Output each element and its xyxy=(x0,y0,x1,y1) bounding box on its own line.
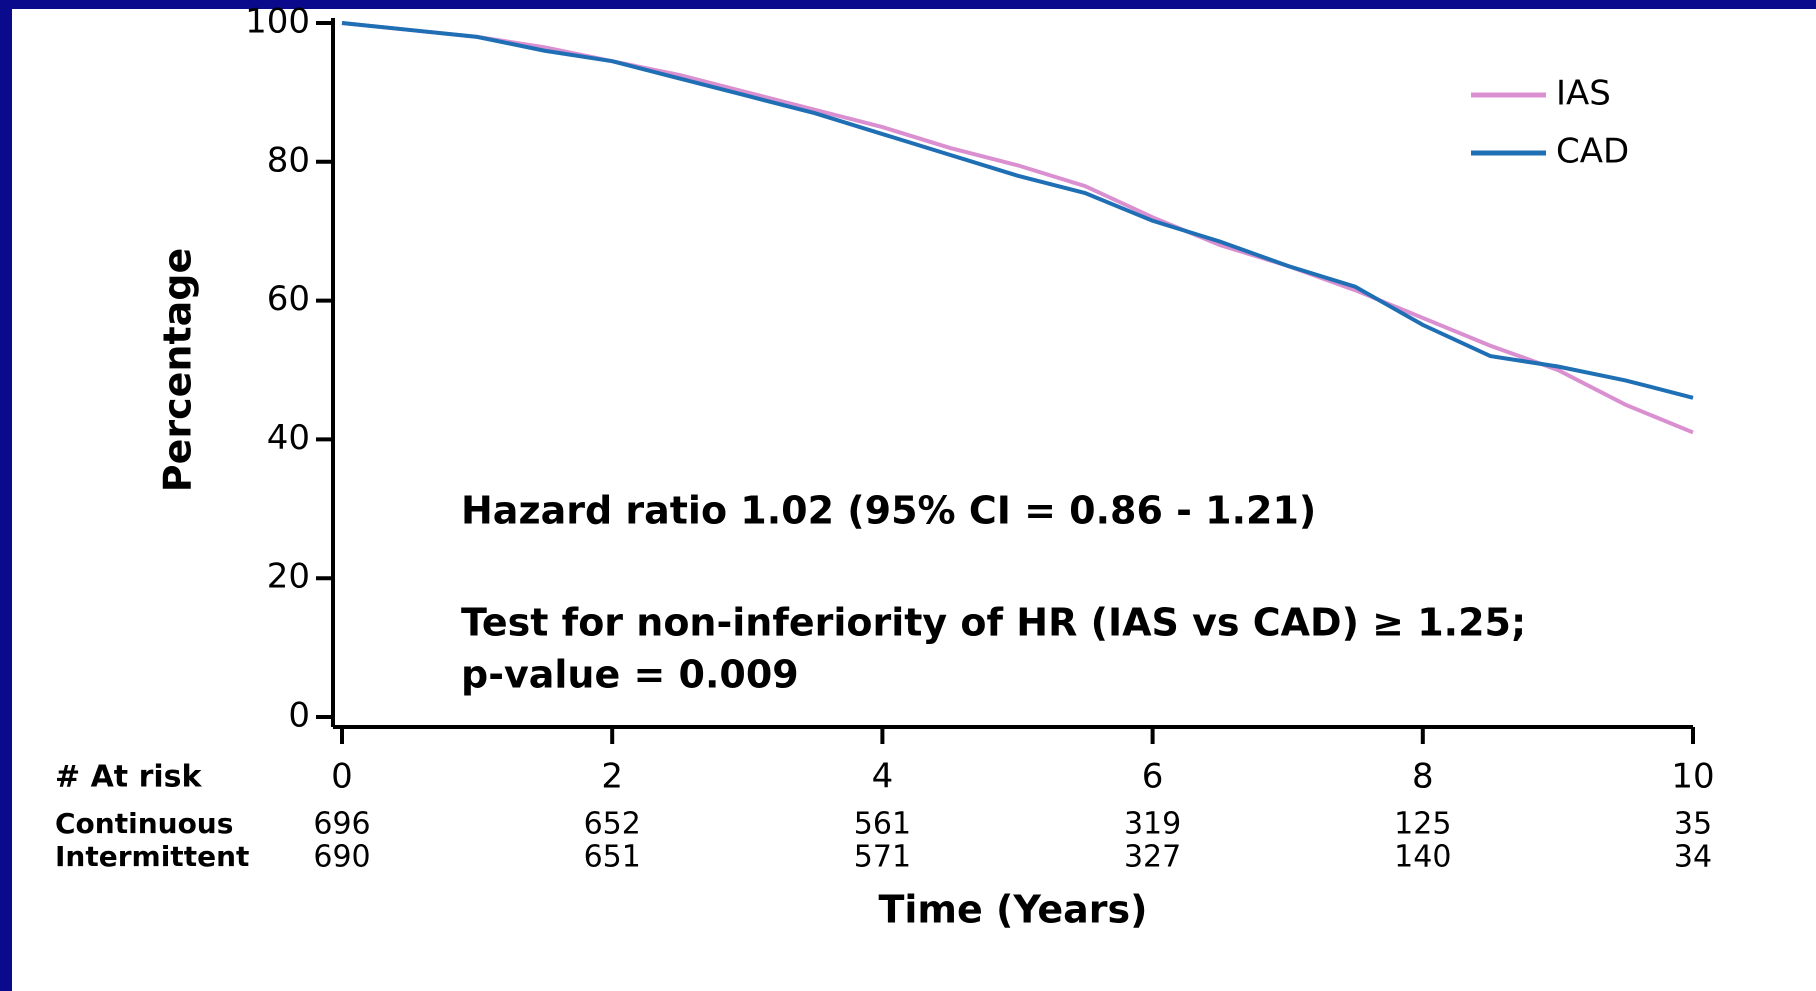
risk-value: 561 xyxy=(854,807,911,842)
legend-label: CAD xyxy=(1556,132,1629,172)
x-tick-label: 2 xyxy=(601,757,623,797)
risk-value: 696 xyxy=(313,807,370,842)
x-tick-label: 10 xyxy=(1671,757,1714,797)
x-tick-label: 6 xyxy=(1142,757,1164,797)
risk-table-title: # At risk xyxy=(55,760,203,795)
y-tick-label: 100 xyxy=(245,2,310,42)
risk-value: 319 xyxy=(1124,807,1181,842)
annotation: p-value = 0.009 xyxy=(461,653,799,697)
y-axis-label: Percentage xyxy=(156,248,200,493)
legend-label: IAS xyxy=(1556,74,1611,114)
y-tick-label: 80 xyxy=(267,140,310,180)
series-line xyxy=(341,21,1694,435)
annotation: Hazard ratio 1.02 (95% CI = 0.86 - 1.21) xyxy=(461,489,1316,533)
risk-value: 652 xyxy=(584,807,641,842)
risk-value: 651 xyxy=(584,840,641,875)
risk-value: 34 xyxy=(1674,840,1712,875)
series-line xyxy=(341,21,1694,400)
risk-row-label: Continuous xyxy=(55,807,233,840)
x-tick-label: 8 xyxy=(1412,757,1434,797)
risk-value: 690 xyxy=(313,840,370,875)
y-tick-label: 60 xyxy=(267,279,310,319)
annotation: Test for non-inferiority of HR (IAS vs C… xyxy=(461,601,1526,645)
y-tick-label: 0 xyxy=(288,696,310,736)
y-tick-label: 20 xyxy=(267,557,310,597)
background xyxy=(12,9,1816,991)
x-axis-label: Time (Years) xyxy=(878,888,1147,932)
risk-value: 327 xyxy=(1124,840,1181,875)
x-tick-label: 4 xyxy=(872,757,894,797)
y-tick-label: 40 xyxy=(267,418,310,458)
x-tick-label: 0 xyxy=(331,757,353,797)
risk-value: 35 xyxy=(1674,807,1712,842)
risk-value: 125 xyxy=(1394,807,1451,842)
risk-value: 140 xyxy=(1394,840,1451,875)
risk-row-label: Intermittent xyxy=(55,840,249,873)
risk-value: 571 xyxy=(854,840,911,875)
